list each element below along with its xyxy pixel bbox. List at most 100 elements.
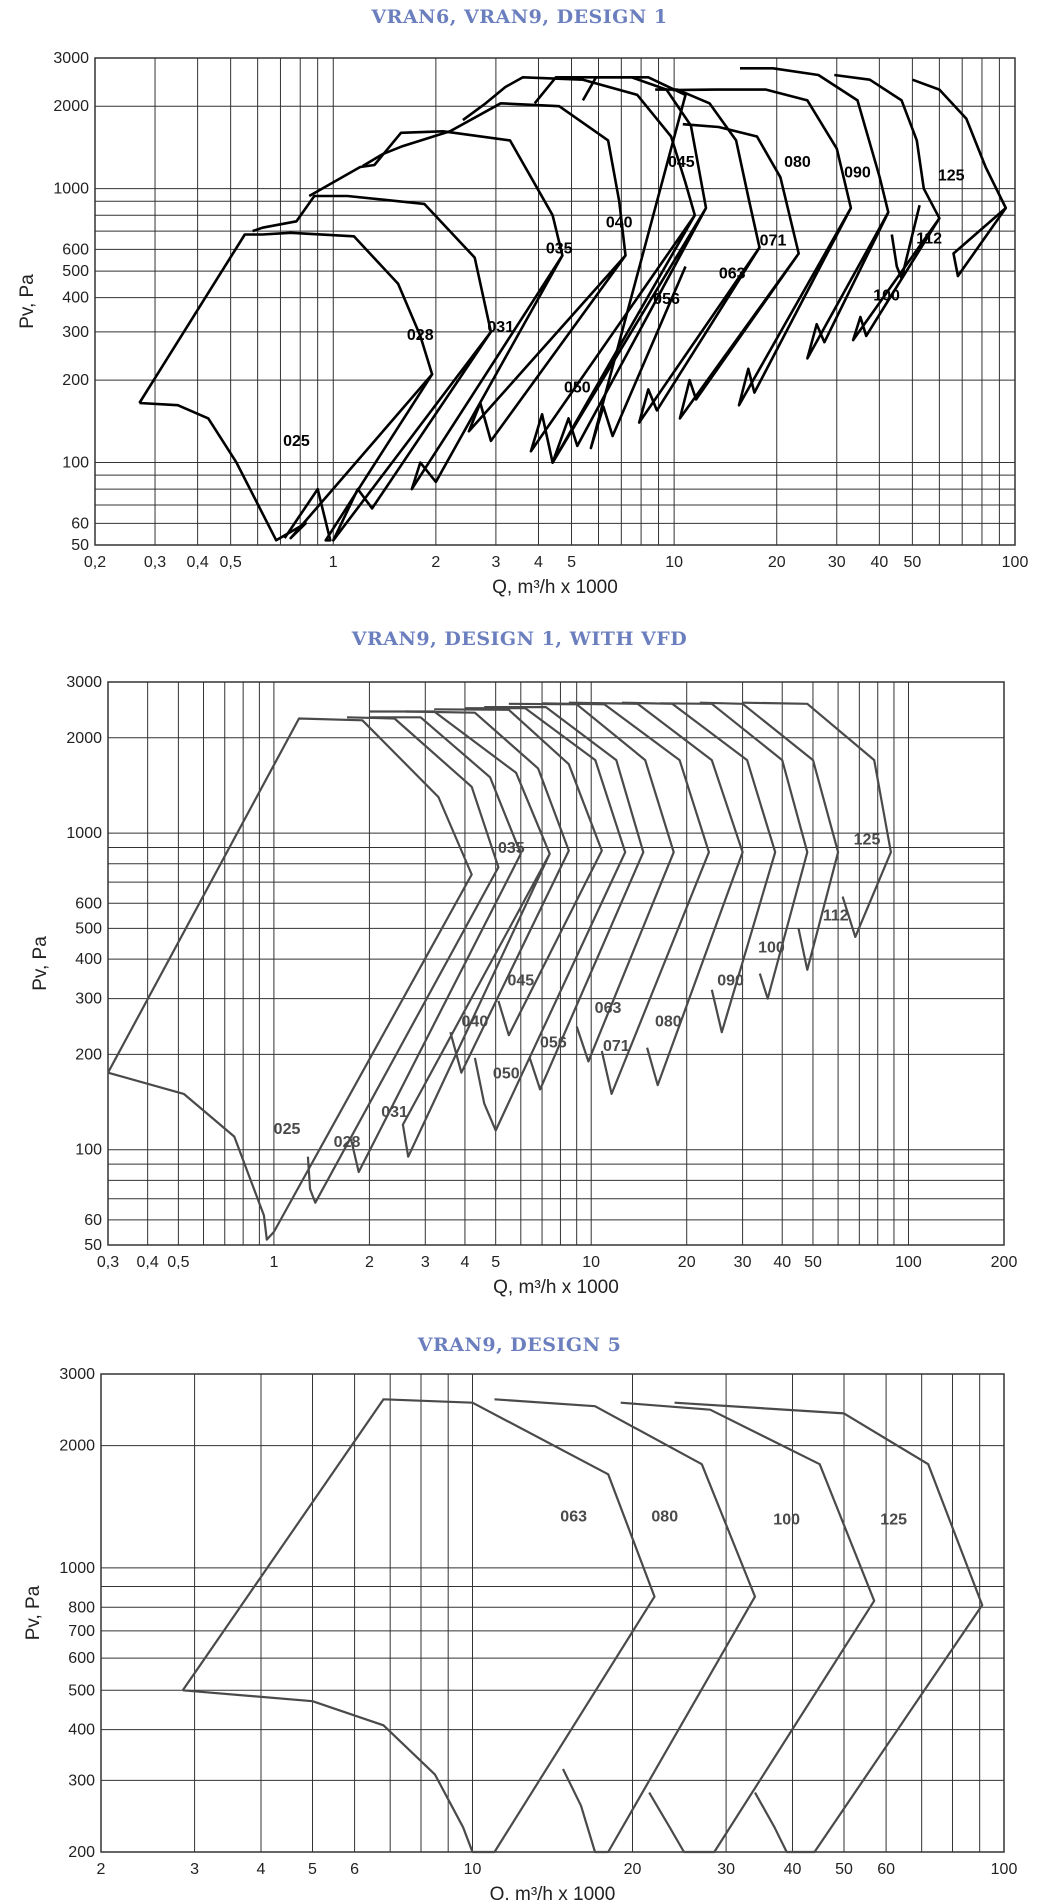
chart3-x-tick-label: 10 [464, 1861, 482, 1878]
series-050-label: 050 [564, 380, 591, 397]
series-100-label: 100 [773, 1511, 800, 1528]
chart2-x-tick-label: 20 [678, 1254, 696, 1271]
series-050-line [533, 75, 708, 464]
chart2-y-tick-label: 1000 [66, 825, 102, 842]
chart1-x-tick-label: 5 [567, 554, 576, 571]
series-125-line [674, 1401, 984, 1854]
chart1-grid [94, 57, 1016, 546]
series-035-line [369, 710, 551, 1158]
chart2-y-tick-label: 200 [75, 1046, 102, 1063]
series-112-line [699, 701, 840, 971]
chart3-x-tick-label: 5 [308, 1861, 317, 1878]
chart2-plot-frame [107, 681, 1005, 1246]
series-112-label: 112 [916, 231, 942, 248]
series-090-line [740, 66, 890, 360]
chart1-y-tick-label: 200 [62, 372, 89, 389]
chart3-plot-frame [100, 1373, 1005, 1853]
series-080-label: 080 [784, 154, 811, 171]
chart1-x-tick-label: 1 [329, 554, 338, 571]
chart2-x-tick-label: 0,5 [167, 1254, 189, 1271]
chart3-y-tick-label: 2000 [59, 1438, 95, 1455]
chart3-x-tick-label: 3 [190, 1861, 199, 1878]
chart1-y-tick-label: 300 [62, 324, 89, 341]
chart3-x-tick-label: 4 [257, 1861, 266, 1878]
chart2-x-tick-label: 50 [804, 1254, 822, 1271]
chart1-x-tick-label: 0,5 [220, 554, 242, 571]
chart1-y-tick-label: 600 [62, 241, 89, 258]
series-031-label: 031 [487, 319, 514, 336]
chart3-y-tick-label: 800 [68, 1599, 95, 1616]
chart3-y-tick-label: 400 [68, 1722, 95, 1739]
chart2-x-tick-label: 10 [582, 1254, 600, 1271]
chart3-y-tick-label: 1000 [59, 1560, 95, 1577]
chart3-y-tick-label: 300 [68, 1772, 95, 1789]
chart1-x-tick-label: 50 [903, 554, 921, 571]
chart1-y-tick-label: 2000 [53, 98, 89, 115]
chart1-y-tick-label: 50 [71, 537, 89, 554]
chart1-x-tick-label: 10 [665, 554, 683, 571]
chart3-x-tick-label: 50 [835, 1861, 853, 1878]
chart2-x-tick-label: 4 [460, 1254, 469, 1271]
chart3-x-tick-label: 6 [350, 1861, 359, 1878]
series-125-label: 125 [938, 168, 965, 185]
chart1-y-tick-label: 1000 [53, 181, 89, 198]
chart2-y-tick-label: 400 [75, 951, 102, 968]
series-035-line [308, 130, 564, 491]
chart3-y-tick-label: 3000 [59, 1366, 95, 1383]
chart3-x-tick-label: 30 [717, 1861, 735, 1878]
series-112-line [890, 204, 921, 280]
series-028-line [283, 372, 434, 542]
chart1-x-axis-label: Q, m³/h x 1000 [492, 577, 618, 598]
chart2-x-tick-label: 0,3 [97, 1254, 119, 1271]
chart2-curves: 025 028 031 035 040 045 050 056 063 071 080 090 100 1… [107, 701, 893, 1241]
series-040-line [362, 102, 627, 443]
chart3-y-tick-label: 500 [68, 1682, 95, 1699]
chart1-y-tick-label: 60 [71, 515, 89, 532]
chart2-y-tick-label: 600 [75, 895, 102, 912]
series-025-label: 025 [274, 1121, 301, 1138]
series-071-label: 071 [603, 1038, 630, 1055]
chart1-x-tick-label: 40 [870, 554, 888, 571]
chart1-curves: 025 028 031 035 040 045 050 056 063 071 080 090 100 1… [138, 66, 1008, 542]
series-071-label: 071 [760, 233, 787, 250]
chart1-x-tick-label: 0,2 [84, 554, 106, 571]
series-028-label: 028 [334, 1134, 361, 1151]
chart-1-title: VRAN6, VRAN9, DESIGN 1 [371, 6, 668, 28]
series-080-label: 080 [655, 1013, 682, 1030]
chart2-x-tick-label: 40 [773, 1254, 791, 1271]
chart2-x-tick-label: 5 [491, 1254, 500, 1271]
chart1-y-tick-label: 3000 [53, 50, 89, 67]
series-031-line [252, 194, 493, 542]
chart2-y-axis-label: Pv, Pa [30, 936, 51, 991]
series-035-label: 035 [498, 840, 525, 857]
chart-3-title: VRAN9, DESIGN 5 [417, 1334, 622, 1356]
series-050-line [464, 707, 627, 1132]
chart1-y-tick-label: 400 [62, 290, 89, 307]
series-100-line [620, 1401, 876, 1854]
series-063-line [181, 1398, 656, 1854]
chart3-x-tick-label: 20 [624, 1861, 642, 1878]
series-056-label: 056 [540, 1035, 567, 1052]
series-045-label: 045 [507, 973, 534, 990]
chart1-y-axis-label: Pv, Pa [17, 274, 38, 329]
series-080-label: 080 [651, 1509, 678, 1526]
series-090-label: 090 [717, 973, 744, 990]
chart1-x-tick-label: 100 [1002, 554, 1029, 571]
series-035-label: 035 [546, 240, 573, 257]
series-071-line [678, 122, 801, 420]
series-063-line [637, 88, 761, 424]
series-056-label: 056 [653, 291, 680, 308]
chart2-x-tick-label: 3 [421, 1254, 430, 1271]
chart2-y-tick-label: 100 [75, 1142, 102, 1159]
chart2-y-tick-label: 300 [75, 991, 102, 1008]
series-040-line [405, 710, 570, 1074]
chart2-x-tick-label: 2 [365, 1254, 374, 1271]
series-125-line [742, 701, 893, 938]
chart3-y-tick-label: 200 [68, 1844, 95, 1861]
chart1-y-tick-label: 500 [62, 263, 89, 280]
series-125-line [911, 78, 1008, 278]
chart3-x-tick-label: 100 [991, 1861, 1018, 1878]
chart1-x-tick-label: 30 [828, 554, 846, 571]
series-050-label: 050 [493, 1065, 520, 1082]
series-112-label: 112 [823, 907, 849, 924]
